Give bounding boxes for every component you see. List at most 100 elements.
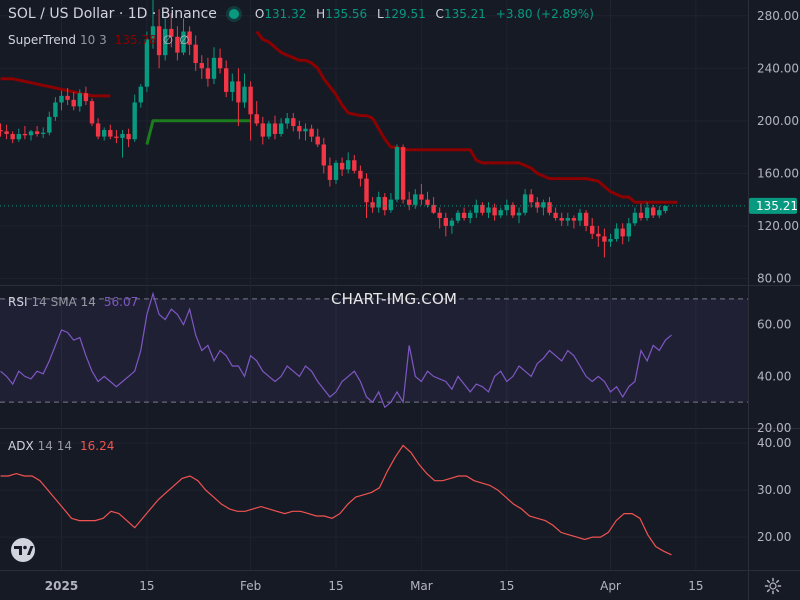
candle-body: [266, 123, 272, 137]
candle-body: [620, 228, 625, 237]
candle-body: [468, 212, 473, 219]
time-axis-label: Mar: [410, 579, 433, 593]
candle-body: [651, 207, 656, 216]
candle-body: [114, 136, 119, 138]
candle-body: [321, 144, 326, 166]
adx-axis-label: 30.00: [757, 483, 791, 497]
price-axis-label: 280.00: [757, 9, 799, 23]
candle-body: [516, 212, 522, 216]
price-axis-label: 80.00: [757, 271, 791, 285]
candle-body: [71, 99, 76, 107]
candle-body: [126, 133, 131, 140]
candle-body: [443, 218, 448, 226]
candle-body: [565, 218, 570, 221]
candle-body: [138, 86, 143, 103]
candle-body: [529, 194, 534, 203]
supertrend-up-segment: [145, 119, 160, 145]
candle-body: [0, 130, 3, 132]
tradingview-logo-icon[interactable]: [8, 538, 38, 562]
supertrend-params: 10 3: [80, 33, 107, 47]
open-label: O: [254, 7, 265, 21]
adx-pane: [0, 442, 748, 556]
time-axis-label: Apr: [600, 579, 621, 593]
rsi-legend[interactable]: RSI 14 SMA 14 56.07: [8, 295, 138, 309]
candle-body: [248, 86, 253, 115]
candle-body: [486, 207, 491, 213]
candle-body: [431, 204, 436, 213]
gear-icon[interactable]: [764, 577, 782, 595]
candle-body: [339, 162, 345, 170]
candle-body: [297, 126, 302, 132]
candle-body: [535, 202, 540, 208]
supertrend-down-segment: [255, 30, 678, 204]
candle-body: [547, 202, 552, 213]
null-icon: ∅: [179, 33, 190, 47]
low-label: L: [377, 7, 384, 21]
adx-value: 16.24: [80, 439, 115, 453]
candle-body: [474, 204, 479, 213]
candle-body: [53, 102, 58, 117]
candle-body: [327, 165, 333, 180]
candle-body: [657, 210, 662, 216]
supertrend-legend[interactable]: SuperTrend 10 3 135.78 ∅ ∅: [8, 33, 190, 47]
candle-body: [224, 68, 229, 92]
candle-body: [272, 123, 278, 134]
candle-body: [291, 118, 296, 127]
candle-body: [614, 228, 619, 240]
supertrend-value: 135.78: [114, 33, 157, 47]
chart-header: SOL / US Dollar · 1D · Binance O131.32 H…: [8, 6, 594, 22]
rsi-band-fill: [0, 298, 748, 403]
candle-body: [211, 57, 217, 79]
null-icon: ∅: [162, 33, 174, 47]
candle-body: [333, 162, 339, 180]
symbol-title[interactable]: SOL / US Dollar · 1D · Binance: [8, 6, 217, 22]
candle-body: [34, 131, 40, 134]
candle-body: [163, 28, 168, 56]
candle-body: [156, 26, 162, 56]
candle-body: [132, 102, 137, 140]
open-value: 131.32: [264, 7, 307, 21]
candle-body: [77, 93, 82, 107]
watermark: CHART-IMG.COM: [331, 290, 458, 308]
adx-legend[interactable]: ADX 14 14 16.24: [8, 439, 114, 453]
candle-body: [461, 212, 467, 219]
high-label: H: [316, 7, 326, 21]
candle-body: [199, 63, 204, 69]
candle-body: [596, 233, 601, 237]
candle-body: [205, 68, 211, 79]
candle-body: [285, 118, 290, 124]
candle-body: [449, 220, 455, 226]
candle-body: [309, 128, 314, 137]
candle-body: [41, 132, 46, 134]
candle-body: [352, 160, 357, 171]
low-value: 129.51: [383, 7, 426, 21]
candle-body: [169, 28, 174, 37]
candle-body: [492, 207, 497, 216]
candle-body: [382, 197, 387, 211]
candle-body: [370, 202, 375, 208]
candle-body: [59, 95, 64, 103]
rsi-axis-label: 20.00: [757, 421, 791, 435]
candle-body: [10, 133, 15, 140]
candle-body: [437, 212, 442, 219]
time-axis-label: 15: [328, 579, 343, 593]
candle-body: [175, 36, 180, 53]
rsi-line: [0, 291, 672, 409]
candle-body: [571, 218, 577, 221]
last-price-label: 135.21: [756, 199, 798, 213]
candle-body: [28, 131, 34, 136]
last-price-badge: [749, 197, 797, 214]
candle-body: [303, 128, 308, 132]
time-axis-label: 2025: [45, 579, 78, 593]
candle-body: [83, 93, 89, 102]
time-axis-label: Feb: [240, 579, 261, 593]
adx-line: [0, 444, 672, 556]
candle-body: [364, 178, 369, 203]
candle-body: [498, 210, 503, 216]
candle-body: [388, 199, 394, 211]
candle-body: [95, 123, 101, 137]
candle-body: [230, 81, 235, 92]
rsi-axis-label: 60.00: [757, 318, 791, 332]
